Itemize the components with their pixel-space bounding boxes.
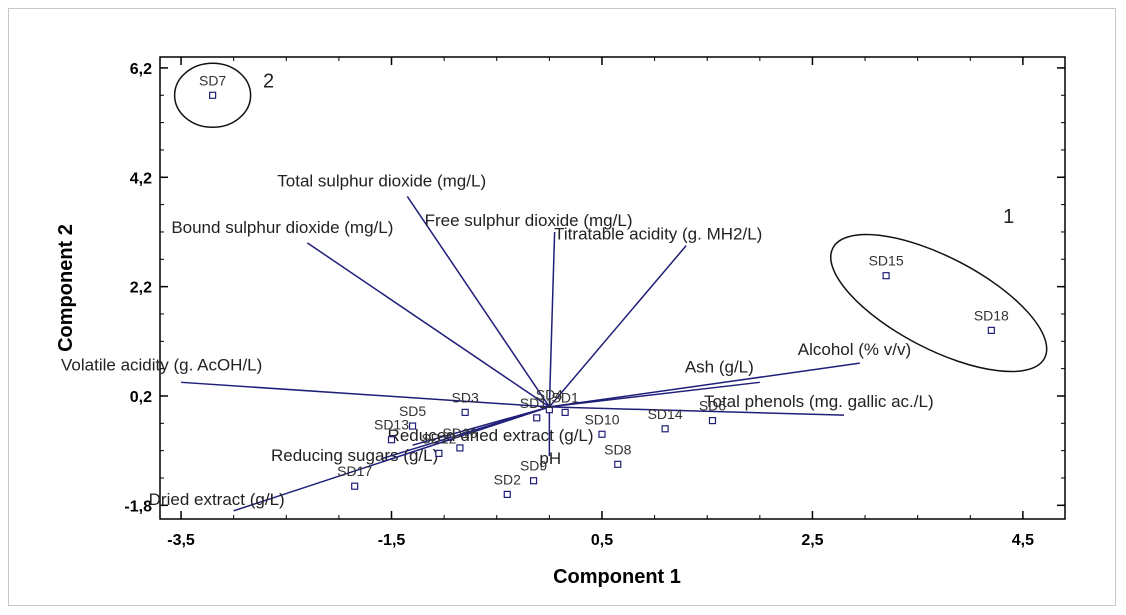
point-label: SD18 <box>974 307 1009 323</box>
y-tick-label: 4,2 <box>130 170 152 187</box>
data-point <box>351 482 359 490</box>
point-label: SD10 <box>584 411 619 427</box>
vector-label: Free sulphur dioxide (mg/L) <box>425 211 633 230</box>
data-point <box>456 444 464 452</box>
point-label: SD11 <box>520 395 554 411</box>
data-point <box>882 272 890 280</box>
loading-vector <box>306 242 550 408</box>
plot-area <box>159 56 1066 520</box>
vector-label: pH <box>539 449 561 468</box>
vector-label: Reduced dried extract (g/L) <box>388 426 594 445</box>
data-point <box>529 477 538 485</box>
vector-label: Reducing sugars (g/L) <box>271 446 438 465</box>
y-tick-label: 6,2 <box>130 61 152 78</box>
cluster-label: 1 <box>1003 206 1014 228</box>
data-point <box>387 436 396 444</box>
data-point <box>987 326 995 334</box>
point-label: SD3 <box>452 389 479 405</box>
vector-label: Ash (g/L) <box>685 357 754 376</box>
vector-label: Titratable acidity (g. MH2/L) <box>554 225 762 244</box>
loading-vector <box>549 406 845 416</box>
chart-frame <box>8 8 1116 606</box>
point-label: SD1 <box>552 389 579 405</box>
loading-vector <box>180 381 550 408</box>
loading-vector <box>549 381 760 408</box>
data-point <box>533 414 541 422</box>
x-axis-title: Component 1 <box>553 566 681 588</box>
point-label: SD4 <box>536 387 563 403</box>
vector-label: Total sulphur dioxide (mg/L) <box>277 171 486 190</box>
x-tick-label: 0,5 <box>591 532 613 549</box>
loading-vector <box>549 362 860 408</box>
vector-label: Bound sulphur dioxide (mg/L) <box>171 218 393 237</box>
vector-label: Dried extract (g/L) <box>149 490 285 509</box>
data-point <box>661 425 669 433</box>
data-point <box>461 408 469 416</box>
point-label: SD7 <box>199 72 226 88</box>
data-point <box>545 406 553 414</box>
cluster-ellipse <box>173 62 252 129</box>
loading-vector <box>548 231 556 407</box>
point-label: SD2 <box>494 471 521 487</box>
point-label: SD17 <box>337 463 372 479</box>
vector-label: Volatile acidity (g. AcOH/L) <box>61 355 262 374</box>
point-label: SD9 <box>520 458 547 474</box>
point-label: SD5 <box>399 403 426 419</box>
data-point <box>503 490 511 498</box>
loading-vector <box>233 406 550 512</box>
point-label: SD13 <box>374 417 409 433</box>
cluster-ellipse <box>830 233 1048 373</box>
data-point <box>408 422 417 430</box>
point-label: SD14 <box>648 406 683 422</box>
y-axis-title: Component 2 <box>55 224 77 352</box>
x-tick-label: -1,5 <box>378 532 406 549</box>
x-tick-label: -3,5 <box>167 532 195 549</box>
vector-label: Alcohol (% v/v) <box>798 340 911 359</box>
point-label: SD8 <box>604 441 631 457</box>
loading-vector <box>406 196 550 408</box>
x-tick-label: 2,5 <box>801 532 823 549</box>
data-point <box>598 430 606 438</box>
point-label: SD15 <box>869 253 904 269</box>
y-tick-label: 0,2 <box>130 389 152 406</box>
data-point <box>435 449 443 457</box>
vector-label: Total phenols (mg. gallic ac./L) <box>704 392 934 411</box>
data-point <box>708 416 717 425</box>
data-point <box>561 408 569 416</box>
data-point <box>209 91 217 99</box>
y-tick-label: 2,2 <box>130 280 152 297</box>
point-label: SD16 <box>442 425 477 441</box>
point-label: SD6 <box>699 398 726 414</box>
y-tick-label: -1,8 <box>124 498 152 515</box>
point-label: SD12 <box>421 430 456 446</box>
x-tick-label: 4,5 <box>1012 532 1034 549</box>
loading-vector <box>548 245 687 408</box>
data-point <box>614 460 622 468</box>
cluster-label: 2 <box>263 70 274 92</box>
